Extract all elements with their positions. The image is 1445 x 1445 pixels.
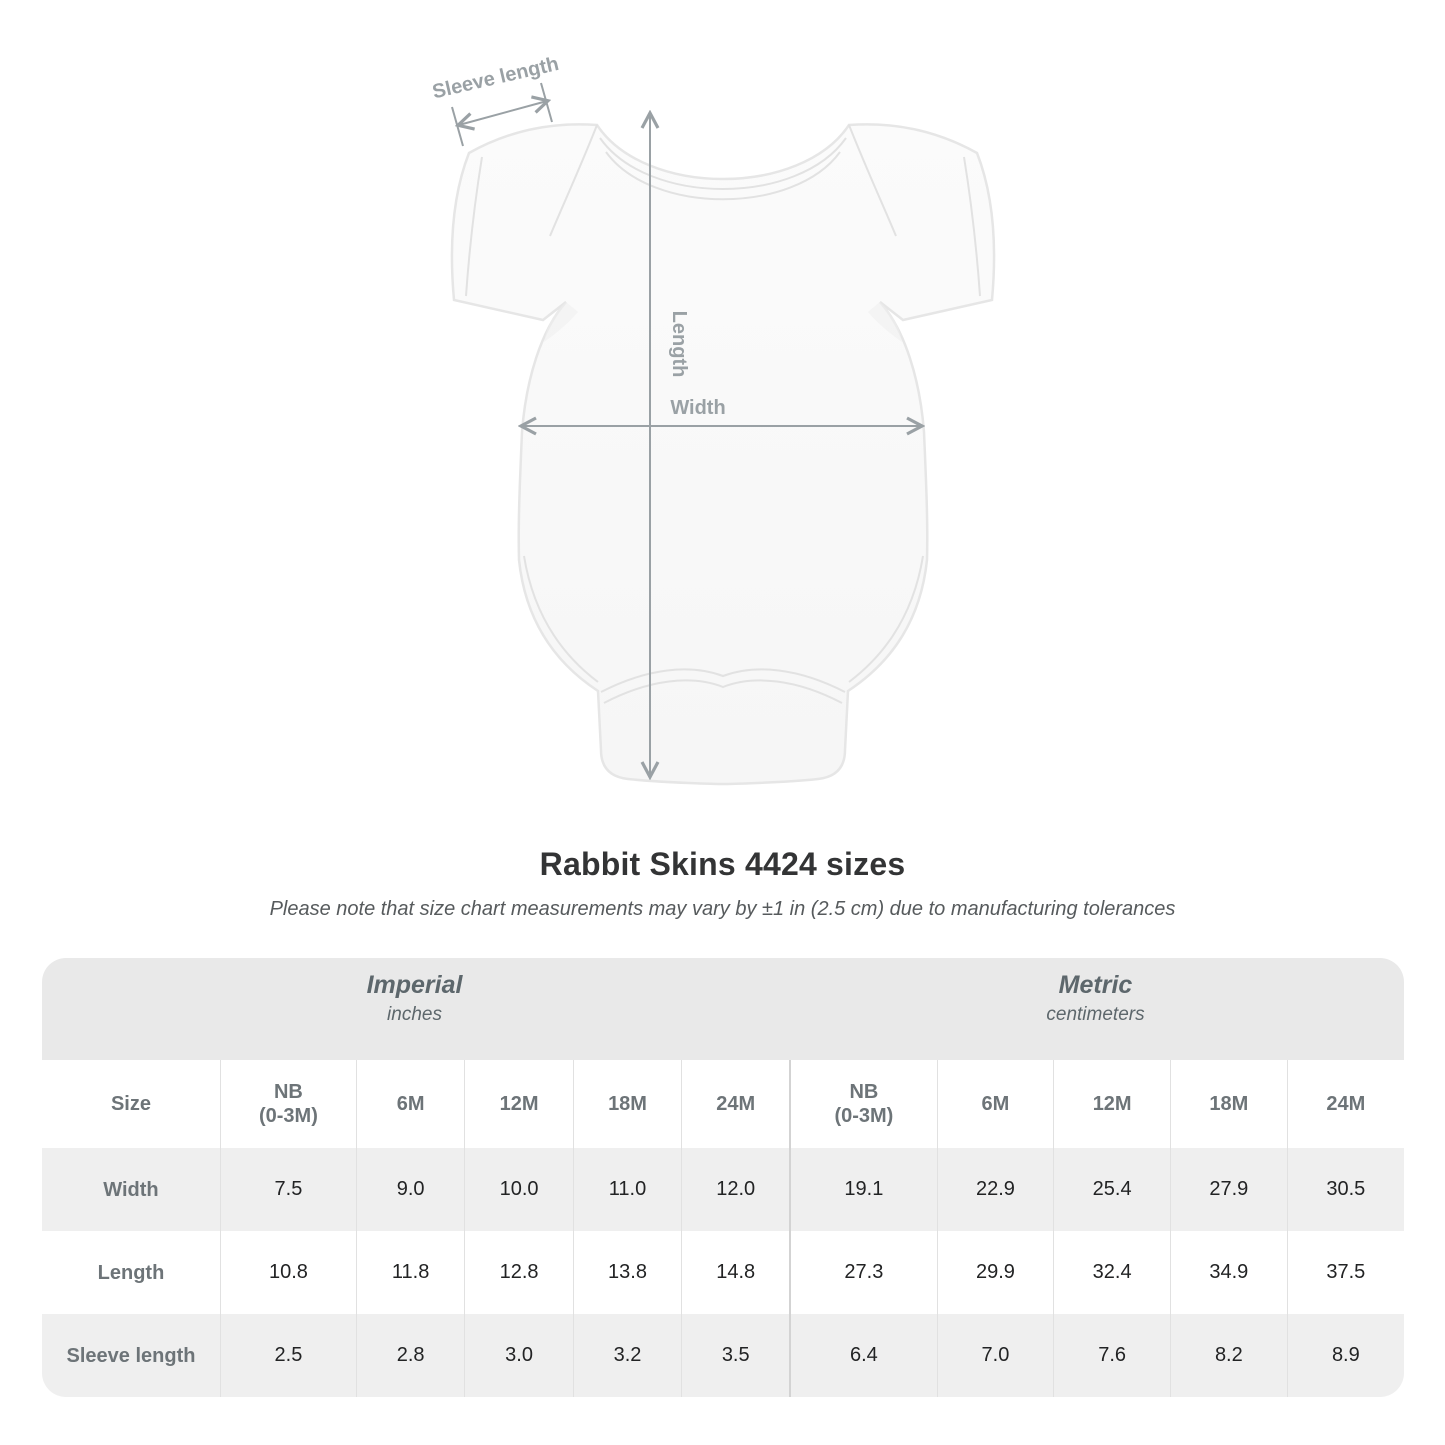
sleeve-18m-in: 3.2: [572, 1314, 682, 1397]
sleeve-12m-in: 3.0: [464, 1314, 574, 1397]
col-header-6m-imperial: 6M: [355, 1060, 465, 1148]
row-label-sleeve-length: Sleeve length: [66, 1344, 196, 1367]
metric-units-label: centimeters: [1046, 1004, 1145, 1025]
col-header-18m-metric: 18M: [1170, 1060, 1288, 1148]
length-label: Length: [668, 311, 690, 378]
width-12m-in: 10.0: [464, 1148, 574, 1231]
width-24m-cm: 30.5: [1286, 1148, 1404, 1231]
sleeve-nb-in: 2.5: [219, 1314, 357, 1397]
length-6m-in: 11.8: [355, 1231, 465, 1314]
sleeve-length-label: Sleeve length: [430, 53, 561, 103]
size-table-container: Imperial inches Metric centimeters Size …: [42, 958, 1404, 1397]
sleeve-6m-cm: 7.0: [936, 1314, 1054, 1397]
sleeve-6m-in: 2.8: [355, 1314, 465, 1397]
sleeve-dimension-tick-right: [540, 82, 553, 123]
col-header-24m-metric: 24M: [1286, 1060, 1404, 1148]
unit-group-imperial: Imperial inches: [42, 958, 787, 1060]
unit-system-header: Imperial inches Metric centimeters: [42, 958, 1404, 1060]
sleeve-12m-cm: 7.6: [1053, 1314, 1171, 1397]
size-table: Size NB (0-3M) 6M 12M 18M 24M NB (0-3M) …: [42, 1060, 1404, 1397]
length-12m-in: 12.8: [464, 1231, 574, 1314]
row-label-width: Width: [103, 1178, 159, 1201]
length-12m-cm: 32.4: [1053, 1231, 1171, 1314]
bodysuit-illustration: [450, 123, 996, 786]
sleeve-18m-cm: 8.2: [1170, 1314, 1288, 1397]
page-title: Rabbit Skins 4424 sizes: [539, 846, 906, 882]
garment-diagram: Sleeve length Length Width: [430, 53, 996, 786]
length-18m-cm: 34.9: [1170, 1231, 1288, 1314]
page-subtitle: Please note that size chart measurements…: [269, 898, 1176, 920]
col-header-18m-imperial: 18M: [572, 1060, 682, 1148]
width-label: Width: [670, 397, 725, 419]
width-18m-in: 11.0: [572, 1148, 682, 1231]
imperial-label: Imperial: [366, 971, 463, 999]
col-header-6m-metric: 6M: [936, 1060, 1054, 1148]
width-nb-in: 7.5: [219, 1148, 357, 1231]
table-row-sleeve-length: Sleeve length 2.5 2.8 3.0 3.2 3.5 6.4 7.…: [42, 1314, 1404, 1397]
length-18m-in: 13.8: [572, 1231, 682, 1314]
table-row-length: Length 10.8 11.8 12.8 13.8 14.8 27.3 29.…: [42, 1231, 1404, 1314]
metric-label: Metric: [1058, 971, 1133, 999]
length-24m-in: 14.8: [681, 1231, 791, 1314]
sleeve-dimension-tick-left: [451, 106, 464, 147]
width-12m-cm: 25.4: [1053, 1148, 1171, 1231]
table-row-width: Width 7.5 9.0 10.0 11.0 12.0 19.1 22.9 2…: [42, 1148, 1404, 1231]
length-24m-cm: 37.5: [1286, 1231, 1404, 1314]
size-column-header: Size: [110, 1093, 151, 1115]
col-header-nb-metric: NB (0-3M): [789, 1060, 938, 1148]
width-6m-in: 9.0: [355, 1148, 465, 1231]
col-header-24m-imperial: 24M: [681, 1060, 791, 1148]
sleeve-24m-cm: 8.9: [1286, 1314, 1404, 1397]
width-6m-cm: 22.9: [936, 1148, 1054, 1231]
row-label-length: Length: [97, 1261, 165, 1284]
length-nb-cm: 27.3: [789, 1231, 938, 1314]
imperial-units-label: inches: [387, 1004, 442, 1025]
width-18m-cm: 27.9: [1170, 1148, 1288, 1231]
width-nb-cm: 19.1: [789, 1148, 938, 1231]
col-header-nb-imperial: NB (0-3M): [219, 1060, 357, 1148]
sleeve-24m-in: 3.5: [681, 1314, 791, 1397]
length-6m-cm: 29.9: [936, 1231, 1054, 1314]
length-nb-in: 10.8: [219, 1231, 357, 1314]
col-header-12m-imperial: 12M: [464, 1060, 574, 1148]
unit-group-metric: Metric centimeters: [787, 958, 1404, 1060]
width-24m-in: 12.0: [681, 1148, 791, 1231]
sleeve-nb-cm: 6.4: [789, 1314, 938, 1397]
table-header-row: Size NB (0-3M) 6M 12M 18M 24M NB (0-3M) …: [42, 1060, 1404, 1148]
sleeve-length-dimension-line: [459, 101, 547, 125]
col-header-12m-metric: 12M: [1053, 1060, 1171, 1148]
